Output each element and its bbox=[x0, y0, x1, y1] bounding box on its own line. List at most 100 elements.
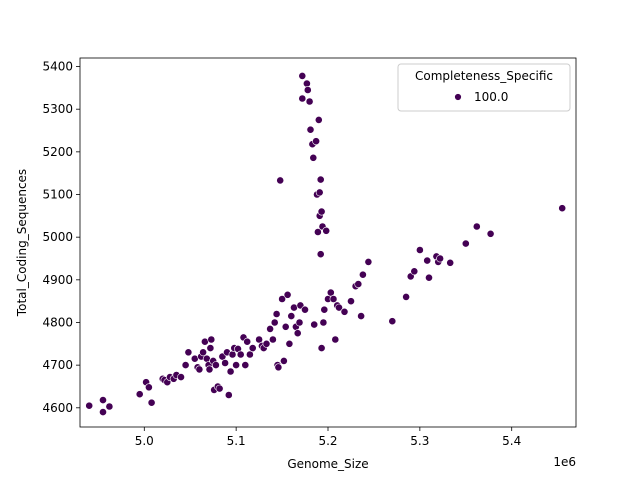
points-layer bbox=[85, 72, 567, 416]
data-point bbox=[207, 335, 216, 344]
y-tick-label: 5200 bbox=[42, 145, 73, 159]
data-point bbox=[358, 270, 367, 279]
data-point bbox=[354, 280, 363, 288]
data-point bbox=[558, 204, 567, 213]
x-tick-label: 5.1 bbox=[227, 434, 246, 448]
data-point bbox=[281, 322, 290, 331]
x-axis-ticks: 5.0 5.1 5.2 5.3 5.4 bbox=[135, 427, 521, 448]
data-point bbox=[215, 384, 224, 393]
data-point bbox=[99, 408, 107, 416]
y-axis-ticks: 4600 4700 4800 4900 5000 5100 5200 5300 5400 bbox=[42, 60, 80, 415]
data-point bbox=[295, 318, 304, 327]
data-point bbox=[316, 250, 325, 259]
plot-area bbox=[80, 58, 576, 427]
data-point bbox=[190, 354, 199, 363]
legend: Completeness_Specific 100.0 bbox=[397, 63, 571, 112]
data-point bbox=[410, 267, 419, 276]
data-point bbox=[270, 318, 279, 327]
data-point bbox=[274, 363, 283, 372]
legend-title: Completeness_Specific bbox=[415, 69, 553, 83]
data-point bbox=[177, 373, 185, 381]
data-point bbox=[228, 350, 237, 359]
y-tick-label: 4900 bbox=[42, 273, 73, 287]
y-tick-label: 5100 bbox=[42, 188, 73, 202]
data-point bbox=[423, 256, 432, 265]
data-point bbox=[320, 305, 329, 314]
data-point bbox=[147, 398, 156, 407]
data-point bbox=[322, 226, 331, 235]
data-point bbox=[195, 365, 204, 374]
y-axis-label: Total_Coding_Sequences bbox=[15, 169, 29, 317]
data-point bbox=[283, 290, 292, 299]
data-point bbox=[364, 257, 373, 266]
data-point bbox=[312, 137, 320, 146]
data-point bbox=[446, 258, 455, 267]
data-point bbox=[317, 207, 326, 216]
data-point bbox=[425, 273, 433, 282]
data-point bbox=[255, 335, 263, 344]
x-tick-label: 5.3 bbox=[410, 434, 429, 448]
data-point bbox=[461, 239, 470, 248]
data-point bbox=[205, 365, 214, 374]
data-point bbox=[357, 312, 365, 320]
data-point bbox=[279, 356, 288, 365]
data-point bbox=[248, 344, 257, 352]
data-point bbox=[316, 175, 325, 184]
data-point bbox=[211, 361, 220, 369]
data-point bbox=[335, 303, 343, 312]
data-point bbox=[241, 361, 250, 369]
data-point bbox=[135, 390, 144, 399]
data-point bbox=[262, 339, 271, 348]
data-point bbox=[301, 305, 309, 314]
data-point bbox=[268, 335, 277, 344]
data-point bbox=[293, 329, 302, 338]
legend-box bbox=[397, 63, 571, 112]
data-point bbox=[315, 188, 324, 197]
legend-marker bbox=[454, 93, 462, 101]
y-tick-label: 4700 bbox=[42, 358, 73, 372]
data-point bbox=[472, 222, 481, 231]
data-point bbox=[486, 229, 495, 238]
data-point bbox=[314, 116, 323, 124]
data-point bbox=[184, 348, 193, 357]
data-point bbox=[329, 295, 338, 303]
data-point bbox=[309, 153, 318, 162]
data-point bbox=[402, 292, 410, 301]
y-tick-label: 5300 bbox=[42, 102, 73, 116]
legend-entry-label: 100.0 bbox=[474, 90, 508, 104]
x-axis-label: Genome_Size bbox=[287, 457, 368, 471]
data-point bbox=[85, 401, 94, 410]
data-point bbox=[388, 317, 397, 326]
x-tick-label: 5.2 bbox=[318, 434, 337, 448]
data-point bbox=[266, 324, 274, 333]
x-offset-label: 1e6 bbox=[553, 455, 576, 469]
data-point bbox=[224, 391, 233, 399]
data-point bbox=[302, 79, 311, 88]
data-point bbox=[144, 383, 153, 392]
data-point bbox=[276, 176, 285, 185]
data-point bbox=[415, 246, 424, 254]
data-point bbox=[313, 228, 322, 236]
data-point bbox=[181, 361, 190, 369]
data-point bbox=[298, 72, 307, 80]
data-point bbox=[305, 97, 314, 106]
y-tick-label: 5000 bbox=[42, 230, 73, 244]
data-point bbox=[226, 367, 235, 376]
data-point bbox=[278, 295, 286, 303]
data-point bbox=[340, 307, 349, 316]
data-point bbox=[245, 350, 254, 359]
data-point bbox=[243, 337, 252, 346]
y-tick-label: 4600 bbox=[42, 401, 73, 415]
data-point bbox=[105, 402, 114, 411]
data-point bbox=[298, 94, 307, 103]
data-point bbox=[99, 396, 107, 404]
data-point bbox=[221, 359, 229, 367]
data-point bbox=[199, 348, 207, 357]
data-point bbox=[303, 86, 312, 94]
data-point bbox=[206, 344, 215, 352]
data-point bbox=[319, 318, 328, 327]
data-point bbox=[272, 310, 281, 318]
x-tick-label: 5.0 bbox=[135, 434, 154, 448]
data-point bbox=[436, 254, 444, 263]
